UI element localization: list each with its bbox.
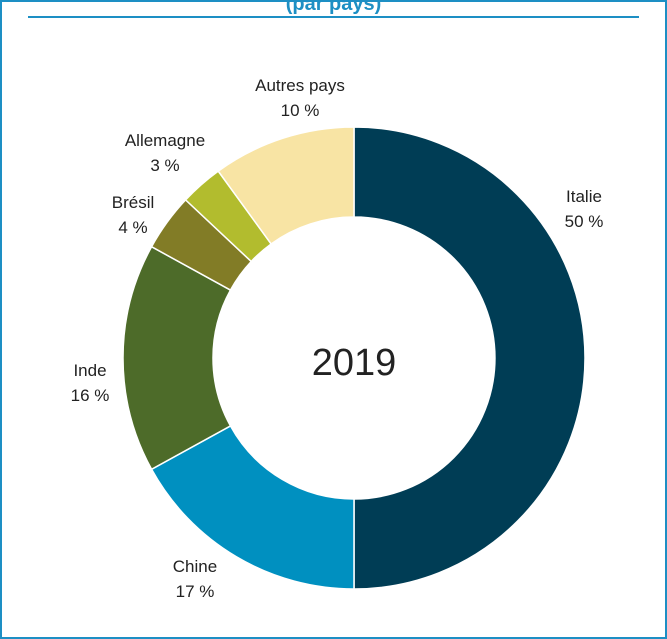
center-year-label: 2019 — [312, 342, 397, 384]
slice-label: Allemagne — [125, 131, 205, 150]
slice-italie — [353, 126, 586, 590]
slice-label: Brésil — [112, 193, 155, 212]
title-rule — [28, 16, 639, 18]
slice-value-label: 10 % — [281, 101, 320, 120]
slice-label: Chine — [173, 557, 217, 576]
slice-value-label: 17 % — [176, 582, 215, 601]
slice-autres-pays — [217, 126, 355, 245]
slice-label: Autres pays — [255, 76, 345, 95]
slice-value-label: 16 % — [71, 386, 110, 405]
slice-value-label: 4 % — [118, 218, 147, 237]
slice-label: Italie — [566, 187, 602, 206]
slices-group — [122, 126, 586, 590]
slice-value-label: 50 % — [565, 212, 604, 231]
slice-label: Inde — [73, 361, 106, 380]
labels-group: Italie 50 % Chine 17 % Inde 16 % Brésil 4 % Alle… — [71, 76, 604, 601]
slice-value-label: 3 % — [150, 156, 179, 175]
chart-title-fragment: (par pays) — [285, 0, 382, 15]
